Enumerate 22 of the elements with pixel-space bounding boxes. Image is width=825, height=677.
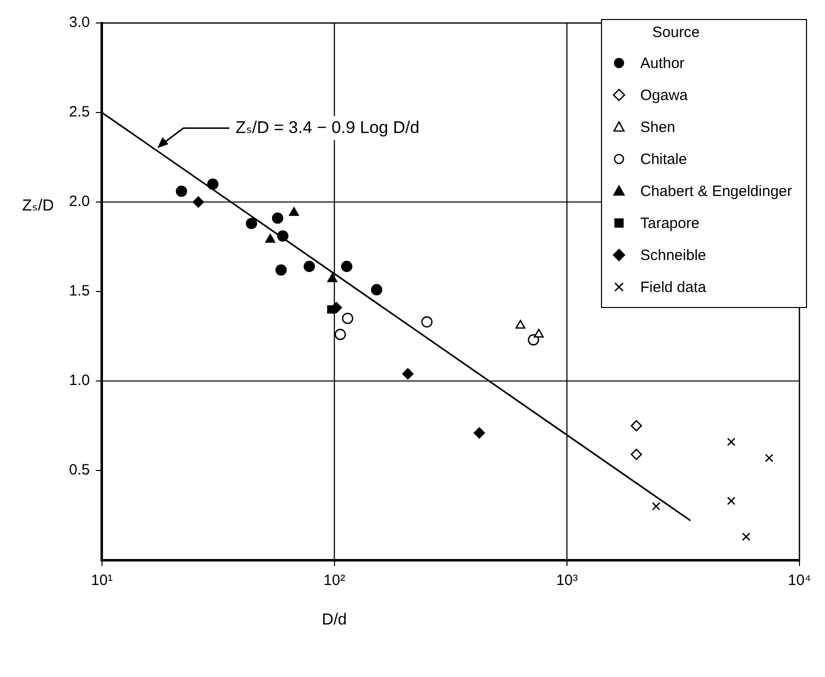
annotation: Zₛ/D = 3.4 − 0.9 Log D/d <box>235 118 420 137</box>
legend-label: Shen <box>640 118 676 136</box>
x-tick-label: 10¹ <box>91 572 113 590</box>
y-tick-label: 1.0 <box>68 372 90 390</box>
y-tick-label: 2.5 <box>68 104 90 121</box>
y-tick-label: 3.0 <box>68 14 90 32</box>
x-tick-label: 10³ <box>556 572 578 590</box>
x-axis-title: D/d <box>322 611 347 628</box>
legend-label: Chabert & Engeldinger <box>640 182 792 200</box>
x-tick-label: 10⁴ <box>788 572 812 590</box>
legend-label: Schneible <box>640 246 706 264</box>
legend-label: Chitale <box>640 150 687 168</box>
x-tick-label: 10² <box>324 572 346 590</box>
legend-label: Author <box>640 54 684 72</box>
y-tick-label: 2.0 <box>68 193 90 210</box>
legend-label: Ogawa <box>640 86 688 104</box>
legend-label: Field data <box>640 278 706 296</box>
legend-label: Tarapore <box>640 214 700 232</box>
y-tick-label: 0.5 <box>68 462 90 479</box>
legend-title: Source <box>651 24 701 41</box>
y-axis-title: Zₛ/D <box>22 197 54 214</box>
y-tick-label: 1.5 <box>68 282 90 300</box>
